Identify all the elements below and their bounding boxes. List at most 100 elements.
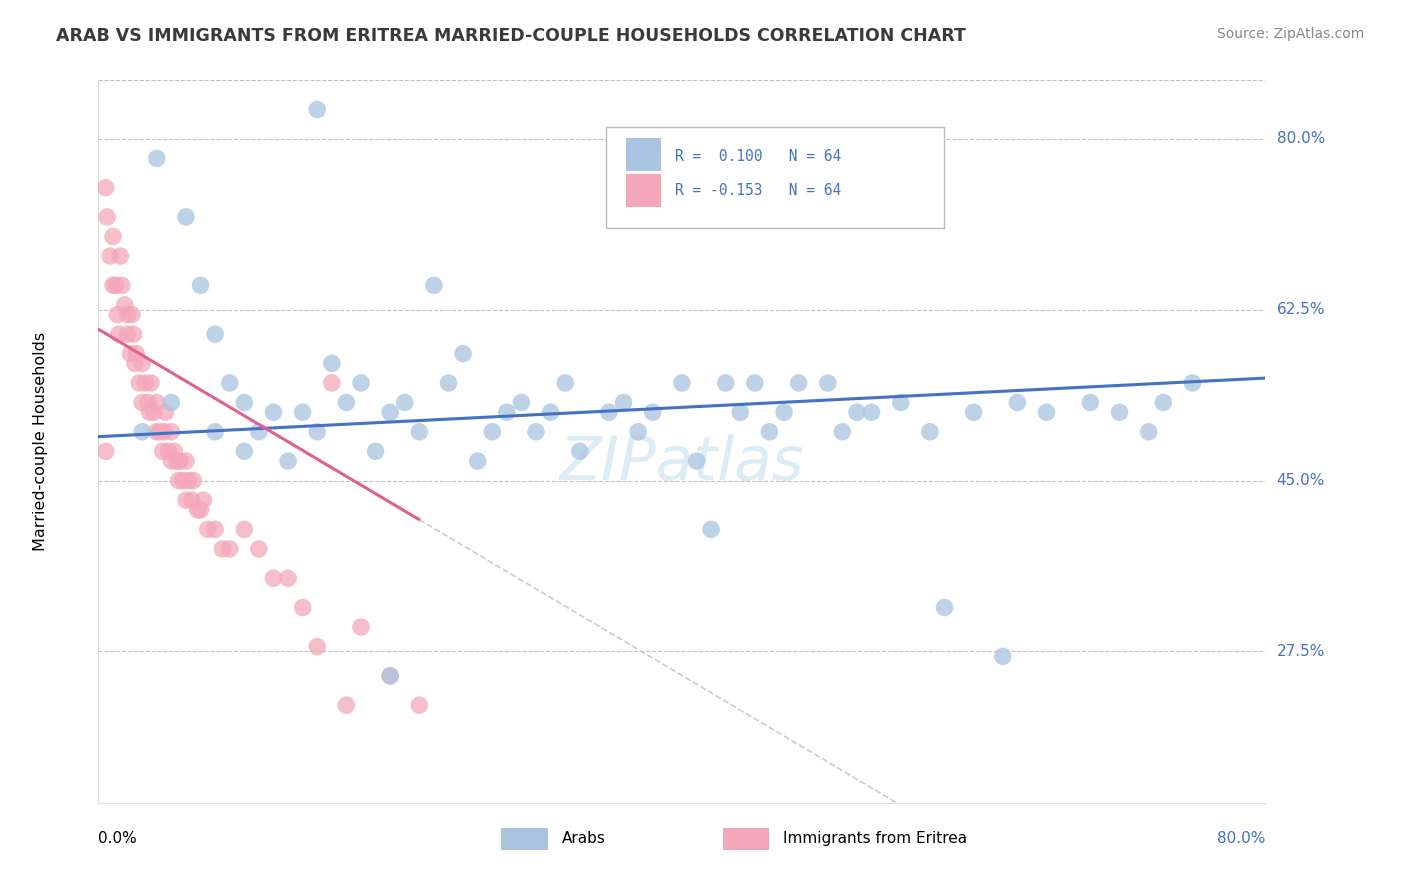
Point [193,493,215,508]
Point [1007,395,1029,409]
Point [408,698,430,713]
Point [233,523,256,537]
Point [128,376,150,390]
Point [204,523,226,537]
Point [247,425,270,439]
Point [860,405,883,419]
Point [277,571,299,585]
Point [177,474,200,488]
Point [160,395,183,409]
Point [846,405,869,419]
Text: 62.5%: 62.5% [1277,302,1324,318]
Text: R = -0.153   N = 64: R = -0.153 N = 64 [675,183,841,198]
Point [94,444,117,458]
Point [101,278,124,293]
Point [110,249,132,263]
Point [307,103,329,117]
Point [335,395,357,409]
Point [139,376,162,390]
Point [831,425,853,439]
Point [155,405,177,419]
Point [180,493,202,508]
Point [918,425,941,439]
Point [380,405,402,419]
Point [111,278,134,293]
Point [152,444,174,458]
Point [714,376,737,390]
Point [510,395,533,409]
Point [98,249,121,263]
Point [131,395,153,409]
Point [350,620,373,634]
Text: Source: ZipAtlas.com: Source: ZipAtlas.com [1216,27,1364,41]
Point [1152,395,1174,409]
Point [744,376,766,390]
FancyBboxPatch shape [606,128,945,228]
Point [146,425,169,439]
Point [890,395,912,409]
Point [117,308,139,322]
Point [787,376,810,390]
Point [204,327,226,342]
Point [172,474,194,488]
Point [174,454,197,468]
Text: 80.0%: 80.0% [1218,830,1265,846]
Point [120,346,142,360]
Point [524,425,547,439]
Point [408,425,430,439]
Point [174,210,197,224]
Point [247,541,270,556]
Point [685,454,707,468]
Point [380,669,402,683]
Point [104,278,127,293]
Point [125,346,148,360]
Point [496,405,519,419]
Point [700,523,723,537]
Text: Married-couple Households: Married-couple Households [32,332,48,551]
FancyBboxPatch shape [626,138,661,170]
Point [554,376,576,390]
Point [262,571,284,585]
Point [962,405,984,419]
Point [153,425,176,439]
Point [335,698,357,713]
Point [160,454,183,468]
Text: R =  0.100   N = 64: R = 0.100 N = 64 [675,149,841,163]
Point [1080,395,1102,409]
Point [627,425,650,439]
Point [233,395,256,409]
Point [197,523,219,537]
Text: Arabs: Arabs [562,831,606,847]
Point [122,327,145,342]
Point [1108,405,1130,419]
Point [934,600,956,615]
Point [105,308,128,322]
Point [101,229,124,244]
Point [991,649,1014,664]
Point [568,444,591,458]
Point [136,395,159,409]
Point [187,503,209,517]
Point [163,444,186,458]
Point [773,405,796,419]
Point [167,474,190,488]
Point [94,180,117,194]
Point [451,346,474,360]
Point [218,541,240,556]
Point [181,474,204,488]
Point [108,327,131,342]
Point [730,405,752,419]
Point [174,493,197,508]
Point [481,425,503,439]
Point [157,444,180,458]
Text: ZIP​atlas: ZIP​atlas [560,434,804,492]
Point [149,425,172,439]
Point [204,425,226,439]
FancyBboxPatch shape [723,828,769,850]
Point [138,405,160,419]
Point [321,356,343,370]
Point [277,454,299,468]
Point [641,405,664,419]
Point [146,152,169,166]
Point [321,376,343,390]
